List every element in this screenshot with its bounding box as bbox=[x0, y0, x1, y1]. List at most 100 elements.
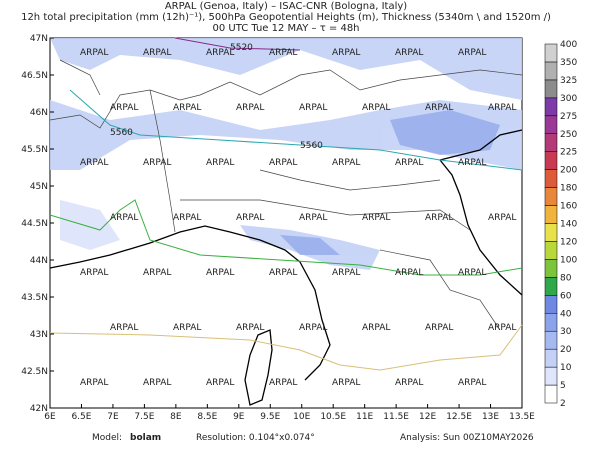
title-line: 12h total precipitation (mm (12h)⁻¹), 50… bbox=[21, 12, 551, 23]
x-tick-label: 9.5E bbox=[260, 412, 280, 422]
colorbar-label: 325 bbox=[560, 76, 577, 86]
watermark: ARPAL bbox=[332, 48, 360, 58]
colorbar-label: 40 bbox=[560, 309, 572, 319]
x-tick-label: 9E bbox=[233, 412, 245, 422]
colorbar-swatch bbox=[544, 43, 558, 63]
x-tick-label: 11.5E bbox=[383, 412, 409, 422]
watermark: ARPAL bbox=[143, 378, 171, 388]
x-tick-label: 8.5E bbox=[197, 412, 217, 422]
colorbar-swatch bbox=[544, 241, 558, 260]
watermark: ARPAL bbox=[269, 48, 297, 58]
watermark: ARPAL bbox=[110, 213, 138, 223]
watermark: ARPAL bbox=[143, 158, 171, 168]
colorbar-label: 2 bbox=[560, 399, 566, 409]
colorbar-label: 5 bbox=[560, 381, 566, 391]
colorbar-label: 20 bbox=[560, 345, 572, 355]
colorbar-swatch bbox=[544, 295, 558, 314]
watermark: ARPAL bbox=[80, 268, 108, 278]
watermark: ARPAL bbox=[236, 213, 264, 223]
colorbar-label: 300 bbox=[560, 94, 577, 104]
x-tick-label: 12.5E bbox=[446, 412, 472, 422]
x-tick-label: 6E bbox=[44, 412, 56, 422]
x-tick-label: 10E bbox=[293, 412, 310, 422]
x-tick-label: 7E bbox=[107, 412, 119, 422]
map: 5520 5560 5560 bbox=[49, 37, 523, 409]
watermark: ARPAL bbox=[458, 158, 486, 168]
x-tick-label: 7.5E bbox=[134, 412, 154, 422]
x-tick-label: 13E bbox=[482, 412, 499, 422]
watermark: ARPAL bbox=[488, 213, 516, 223]
watermark: ARPAL bbox=[80, 378, 108, 388]
colorbar-label: 30 bbox=[560, 327, 572, 337]
watermark: ARPAL bbox=[458, 268, 486, 278]
watermark: ARPAL bbox=[395, 158, 423, 168]
colorbar-label: 140 bbox=[560, 220, 577, 230]
y-tick-label: 46N bbox=[30, 108, 48, 118]
colorbar-label: 160 bbox=[560, 202, 577, 212]
y-tick-label: 47N bbox=[30, 34, 48, 44]
resolution: Resolution: 0.104°x0.074° bbox=[196, 433, 315, 443]
watermark: ARPAL bbox=[332, 378, 360, 388]
y-tick-label: 45N bbox=[30, 182, 48, 192]
y-tick-label: 44N bbox=[30, 256, 48, 266]
y-tick-label: 44.5N bbox=[21, 219, 48, 229]
x-tick-label: 13.5E bbox=[509, 412, 535, 422]
colorbar-label: 80 bbox=[560, 273, 572, 283]
watermark: ARPAL bbox=[206, 158, 234, 168]
watermark: ARPAL bbox=[488, 103, 516, 113]
y-tick-label: 45.5N bbox=[21, 145, 48, 155]
colorbar-label: 60 bbox=[560, 291, 572, 301]
colorbar-swatch bbox=[544, 348, 558, 368]
colorbar-swatch bbox=[544, 330, 558, 350]
colorbar-label: 100 bbox=[560, 255, 577, 265]
colorbar-label: 350 bbox=[560, 58, 577, 68]
watermark: ARPAL bbox=[299, 213, 327, 223]
colorbar-swatch bbox=[544, 115, 558, 135]
watermark: ARPAL bbox=[332, 268, 360, 278]
watermark: ARPAL bbox=[206, 268, 234, 278]
watermark: ARPAL bbox=[425, 103, 453, 113]
watermark: ARPAL bbox=[458, 378, 486, 388]
y-tick-label: 46.5N bbox=[21, 71, 48, 81]
watermark: ARPAL bbox=[458, 48, 486, 58]
colorbar-swatch bbox=[544, 313, 558, 332]
watermark: ARPAL bbox=[425, 213, 453, 223]
colorbar-swatch bbox=[544, 223, 558, 242]
x-tick-label: 10.5E bbox=[320, 412, 346, 422]
y-tick-label: 42N bbox=[30, 404, 48, 414]
colorbar-swatch bbox=[544, 259, 558, 278]
colorbar-label: 120 bbox=[560, 237, 577, 247]
contour-label: 5520 bbox=[230, 43, 253, 53]
colorbar-swatch bbox=[544, 97, 558, 117]
colorbar-swatch bbox=[544, 366, 558, 386]
contour-label: 5560 bbox=[110, 128, 133, 138]
watermark: ARPAL bbox=[80, 158, 108, 168]
watermark: ARPAL bbox=[269, 268, 297, 278]
colorbar-swatch bbox=[544, 61, 558, 81]
y-tick-label: 42.5N bbox=[21, 367, 48, 377]
watermark: ARPAL bbox=[236, 103, 264, 113]
model-label: Model: bbox=[92, 433, 122, 443]
watermark: ARPAL bbox=[206, 378, 234, 388]
colorbar-swatch bbox=[544, 151, 558, 170]
watermark: ARPAL bbox=[236, 323, 264, 333]
watermark: ARPAL bbox=[110, 323, 138, 333]
watermark: ARPAL bbox=[332, 158, 360, 168]
watermark: ARPAL bbox=[206, 48, 234, 58]
colorbar-label: 275 bbox=[560, 112, 577, 122]
watermark: ARPAL bbox=[395, 268, 423, 278]
colorbar-swatch bbox=[544, 79, 558, 99]
colorbar-swatch bbox=[544, 169, 558, 188]
watermark: ARPAL bbox=[173, 323, 201, 333]
analysis: Analysis: Sun 00Z10MAY2026 bbox=[400, 433, 534, 443]
title-line: 00 UTC Tue 12 MAY – τ = 48h bbox=[212, 23, 359, 34]
watermark: ARPAL bbox=[395, 378, 423, 388]
colorbar-label: 10 bbox=[560, 363, 572, 373]
watermark: ARPAL bbox=[173, 103, 201, 113]
colorbar-label: 225 bbox=[560, 148, 577, 158]
watermark: ARPAL bbox=[269, 158, 297, 168]
colorbar-swatch bbox=[544, 277, 558, 296]
x-tick-label: 12E bbox=[419, 412, 436, 422]
colorbar-swatch bbox=[544, 187, 558, 206]
